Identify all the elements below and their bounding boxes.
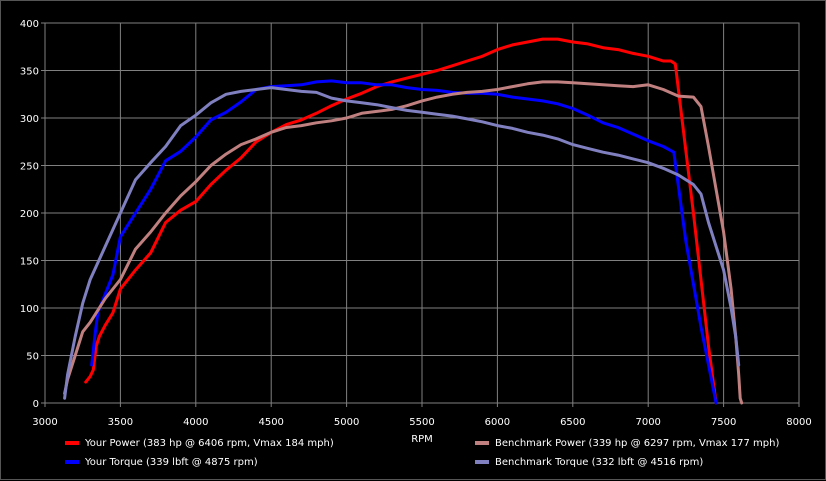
y-tick-label: 400 [20,19,39,30]
y-tick-label: 300 [20,114,39,125]
y-tick-label: 350 [20,67,39,78]
legend-label-2: Your Torque (339 lbft @ 4875 rpm) [84,457,258,468]
y-tick-label: 50 [26,352,39,363]
x-axis-ticks: 3000 3500 4000 4500 5000 5500 6000 6500 7000 7500… [32,403,812,428]
x-tick-label: 6000 [485,417,510,428]
x-tick-label: 7500 [711,417,736,428]
x-axis-label: RPM [411,434,433,445]
series-line-4 [63,86,741,400]
y-tick-label: 0 [33,399,39,410]
y-tick-label: 200 [20,209,39,220]
x-tick-label: 3500 [108,417,133,428]
y-tick-label: 100 [20,304,39,315]
y-axis-ticks: 0 50 100 150 200 250 300 350 400 [20,19,45,410]
x-tick-label: 5500 [409,417,434,428]
x-tick-label: 3000 [32,417,57,428]
legend-label-3: Benchmark Power (339 hp @ 6297 rpm, Vmax… [495,438,779,449]
series-line-2 [90,79,718,405]
x-tick-label: 8000 [786,417,811,428]
x-tick-label: 5000 [334,417,359,428]
legend-label-1: Your Power (383 hp @ 6406 rpm, Vmax 184 … [84,438,334,449]
legend: Your Power (383 hp @ 6406 rpm, Vmax 184 … [65,438,779,468]
x-tick-label: 4500 [258,417,283,428]
x-tick-label: 7000 [635,417,660,428]
legend-label-4: Benchmark Torque (332 lbft @ 4516 rpm) [495,457,703,468]
y-tick-label: 150 [20,257,39,268]
series-lines [63,37,744,405]
x-tick-label: 6500 [560,417,585,428]
series-line-3 [63,80,744,405]
series-line-1 [84,37,718,405]
y-tick-label: 250 [20,162,39,173]
x-tick-label: 4000 [183,417,208,428]
